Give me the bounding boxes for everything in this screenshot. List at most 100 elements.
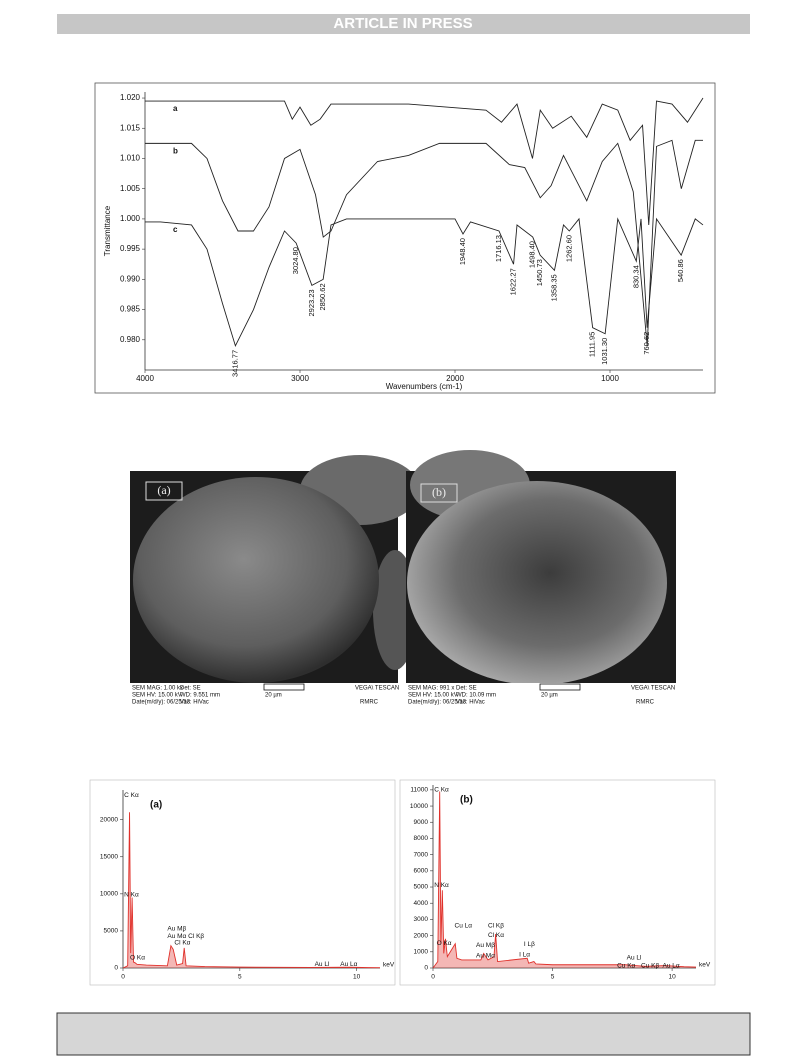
x-tick-label: 2000 — [446, 374, 464, 383]
peak-label: I Lβ — [524, 941, 535, 948]
x-tick-label: 0 — [121, 974, 125, 981]
info-text: WD: 10.09 mm — [456, 693, 496, 699]
x-axis-label: Wavenumbers (cm-1) — [386, 382, 463, 391]
panel-label: (a) — [157, 483, 170, 497]
x-tick-label: 4000 — [136, 374, 154, 383]
label-box — [420, 483, 458, 503]
info-text: Date(m/d/y): 06/25/13 — [132, 700, 191, 706]
curve-label: c — [173, 225, 178, 234]
peak-label: 1716.13 — [494, 235, 503, 262]
y-tick-label: 10000 — [410, 803, 428, 810]
peak-label: Au Mα — [476, 952, 495, 959]
x-unit: keV — [699, 962, 711, 969]
peak-label: Cl Kα — [174, 940, 190, 947]
peak-label: I Lα — [519, 951, 530, 958]
info-text: RMRC — [360, 700, 379, 706]
panel-label: (a) — [150, 800, 162, 811]
peak-label: 1262.60 — [564, 235, 573, 262]
peak-label: 1111.95 — [588, 332, 597, 357]
info-text: VEGA\ TESCAN — [355, 686, 399, 692]
peak-label: Cu Kα — [617, 963, 635, 970]
sem-b — [406, 450, 676, 710]
y-tick-label: 9000 — [414, 819, 429, 826]
peak-label: O Kα — [437, 940, 452, 947]
peak-label: 1498.40 — [528, 241, 537, 268]
scale-bar — [263, 683, 305, 691]
x-tick-label: 1000 — [601, 374, 619, 383]
x-tick-label: 10 — [353, 974, 361, 981]
info-text: SEM HV: 15.00 kV — [408, 693, 458, 699]
x-tick-label: 3000 — [291, 374, 309, 383]
y-tick-label: 6000 — [414, 868, 429, 875]
y-axis-label: Transmittance — [103, 205, 112, 256]
info-text: Date(m/d/y): 06/25/13 — [408, 700, 467, 706]
peak-label: Au Mβ — [167, 925, 186, 932]
peak-label: 1358.35 — [549, 274, 558, 301]
info-text: Det: SE — [456, 686, 477, 692]
peak-label: C Kα — [434, 787, 449, 794]
x-unit: keV — [383, 962, 395, 969]
edx-frame — [399, 779, 716, 986]
edx-chart: 0 5000 10000 15000 20000 0 5 10 C Kα N Kα O Kα Au M… — [100, 790, 395, 981]
y-tick-label: 1000 — [414, 949, 429, 956]
curve-label: b — [173, 146, 178, 155]
info-text: Vac: HiVac — [180, 700, 209, 706]
peak-label: Cu Kβ — [641, 963, 659, 970]
info-text: 20 µm — [541, 693, 558, 699]
banner-text: ARTICLE IN PRESS — [333, 15, 472, 32]
peak-label: Au Ll — [315, 961, 330, 968]
peak-label: Au Lα — [663, 963, 680, 970]
series-line — [145, 97, 704, 225]
peak-label: N Kα — [124, 891, 139, 898]
peak-label: 830.34 — [631, 265, 640, 288]
series-line — [145, 139, 703, 346]
peak-label: Au Ll — [627, 954, 642, 961]
x-tick-label: 5 — [551, 974, 555, 981]
peak-label: O Kα — [130, 954, 145, 961]
ftir-chart: 1.020 1.015 1.010 1.005 1.000 0.995 0.990 0.985… — [103, 92, 704, 391]
peak-label: C Kα — [124, 792, 139, 799]
peak-label: Cu Lα — [455, 923, 473, 930]
y-tick-label: 1.005 — [120, 184, 141, 193]
sem-a — [130, 455, 420, 710]
y-tick-label: 15000 — [100, 853, 118, 860]
y-tick-label: 7000 — [414, 851, 429, 858]
series-line — [122, 812, 381, 969]
y-tick-label: 0 — [114, 965, 118, 972]
info-text: Det: SE — [180, 686, 201, 692]
series-line — [145, 217, 704, 348]
bead — [133, 477, 379, 683]
y-tick-label: 1.000 — [120, 214, 141, 223]
y-tick-label: 0.995 — [120, 244, 141, 253]
peak-label: 3024.80 — [291, 247, 300, 274]
y-tick-label: 0 — [424, 965, 428, 972]
label-box — [145, 481, 183, 501]
info-text: SEM HV: 15.00 kV — [132, 693, 182, 699]
info-text: RMRC — [636, 700, 655, 706]
info-text: WD: 9.551 mm — [180, 693, 220, 699]
peak-label: Cl Kα — [488, 932, 504, 939]
peak-label: Au Mβ — [476, 942, 495, 949]
bead — [407, 481, 667, 685]
peak-label: Au Mα Cl Kβ — [167, 933, 204, 940]
peak-label: N Kα — [434, 882, 449, 889]
ftir-frame — [94, 82, 716, 394]
edx-chart: 0100020003000400050006000700080009000100… — [410, 785, 711, 981]
y-tick-label: 1.015 — [120, 123, 141, 132]
scale-bar — [539, 683, 581, 691]
peak-label: 2923.23 — [307, 289, 316, 316]
x-tick-label: 0 — [431, 974, 435, 981]
peak-label: 2850.62 — [318, 283, 327, 310]
info-text: Vac: HiVac — [456, 700, 485, 706]
y-tick-label: 4000 — [414, 900, 429, 907]
series-line — [432, 791, 697, 969]
x-tick-label: 10 — [668, 974, 676, 981]
peak-label: Au Lα — [340, 961, 357, 968]
y-tick-label: 5000 — [104, 928, 119, 935]
peak-label: 760.62 — [642, 332, 651, 355]
y-tick-label: 11000 — [410, 787, 428, 794]
y-tick-label: 0.990 — [120, 274, 141, 283]
y-tick-label: 8000 — [414, 835, 429, 842]
y-tick-label: 3000 — [414, 916, 429, 923]
